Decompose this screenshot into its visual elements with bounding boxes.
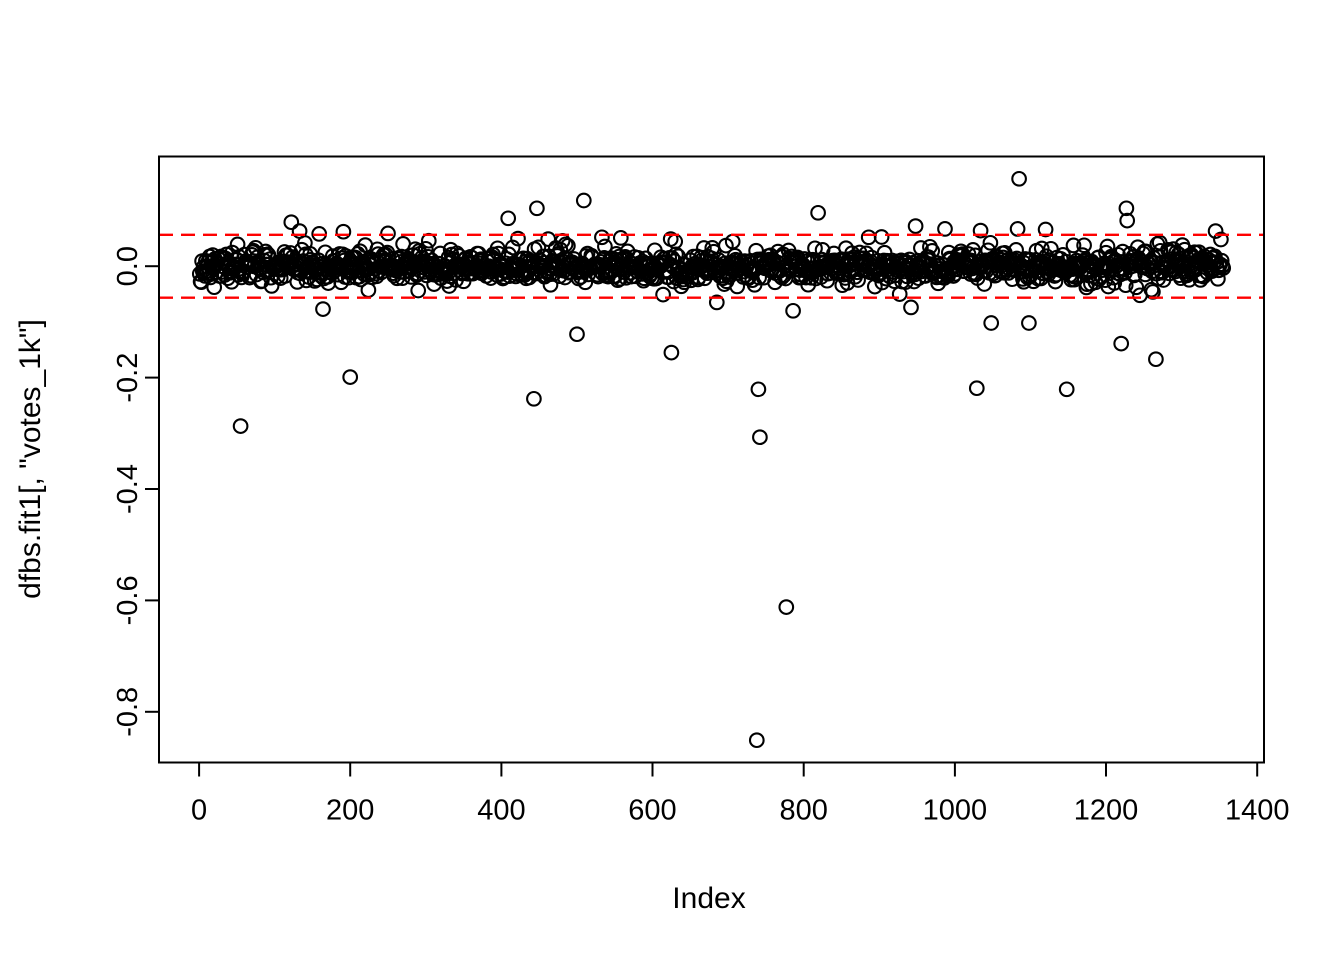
- data-point-outlier: [810, 204, 826, 221]
- y-axis-tick-label: -0.8: [112, 687, 144, 737]
- x-axis-title: Index: [672, 882, 746, 915]
- data-point: [873, 229, 890, 245]
- data-point-outlier: [778, 599, 795, 615]
- y-axis-tick-label: -0.4: [112, 464, 144, 514]
- data-point-outlier: [575, 192, 592, 209]
- data-point: [1004, 271, 1021, 288]
- data-point-outlier: [708, 294, 725, 311]
- data-point: [612, 230, 629, 246]
- data-point: [560, 237, 576, 254]
- data-point-outlier: [752, 429, 768, 446]
- x-axis-tick-label: 1400: [1225, 795, 1290, 827]
- x-axis-tick-label: 1000: [923, 795, 988, 827]
- data-point-outlier: [748, 732, 765, 749]
- data-point-outlier: [1148, 351, 1164, 368]
- data-point-outlier: [283, 214, 300, 231]
- data-point-outlier: [1119, 212, 1136, 229]
- data-point: [1213, 252, 1230, 269]
- data-point-outlier: [785, 302, 801, 319]
- data-point-outlier: [907, 218, 924, 234]
- x-axis-tick-label: 400: [477, 795, 525, 827]
- data-point-outlier: [342, 369, 359, 385]
- x-axis-tick-label: 1200: [1074, 795, 1139, 827]
- data-point: [1128, 279, 1145, 296]
- data-point-outlier: [1118, 200, 1135, 217]
- data-point: [807, 240, 823, 257]
- data-point: [410, 282, 427, 299]
- data-point-outlier: [860, 229, 877, 246]
- data-point-outlier: [1011, 170, 1027, 187]
- data-point-outlier: [335, 223, 352, 240]
- data-point: [1033, 240, 1050, 257]
- data-point-outlier: [232, 418, 249, 434]
- x-axis-tick-label: 0: [191, 795, 207, 827]
- y-axis-tick-label: 0.0: [112, 246, 144, 286]
- data-point-outlier: [937, 221, 953, 237]
- data-point: [510, 230, 526, 247]
- data-point-outlier: [569, 326, 585, 343]
- x-axis-tick-label: 600: [628, 795, 676, 827]
- data-point: [696, 240, 712, 256]
- data-point: [982, 234, 999, 251]
- data-point-outlier: [968, 380, 985, 397]
- data-point: [667, 233, 684, 250]
- plot-border-box: [158, 155, 1265, 764]
- data-point-outlier: [594, 229, 610, 246]
- data-point-outlier: [380, 225, 396, 242]
- y-axis-title: dfbs.fit1[, "votes_1k"]: [14, 319, 47, 599]
- data-point-outlier: [529, 200, 545, 217]
- data-point-outlier: [291, 223, 308, 239]
- data-point-outlier: [526, 390, 542, 407]
- data-point: [1215, 260, 1232, 276]
- data-point: [360, 282, 377, 298]
- data-point: [1065, 237, 1082, 254]
- data-point-outlier: [1021, 315, 1037, 331]
- data-point-outlier: [903, 299, 919, 316]
- data-point-outlier: [315, 301, 331, 317]
- data-point: [577, 274, 594, 291]
- data-point-outlier: [983, 315, 1000, 331]
- x-axis-tick-label: 200: [326, 795, 374, 827]
- data-point-outlier: [750, 381, 767, 398]
- data-point: [504, 239, 521, 256]
- data-point-outlier: [1037, 221, 1054, 238]
- data-point: [542, 276, 559, 293]
- data-point-outlier: [1113, 335, 1130, 352]
- x-axis-tick-label: 800: [780, 795, 828, 827]
- data-point-outlier: [1058, 381, 1075, 398]
- y-axis-tick-label: -0.6: [112, 575, 144, 625]
- data-point-outlier: [500, 210, 517, 227]
- data-point-outlier: [1207, 223, 1224, 239]
- y-axis-tick-label: -0.2: [112, 353, 144, 403]
- data-point-outlier: [972, 222, 989, 239]
- data-point: [1117, 277, 1134, 294]
- data-point: [655, 286, 671, 303]
- data-point-outlier: [891, 286, 908, 302]
- data-point-outlier: [663, 344, 680, 361]
- data-point: [1213, 231, 1229, 248]
